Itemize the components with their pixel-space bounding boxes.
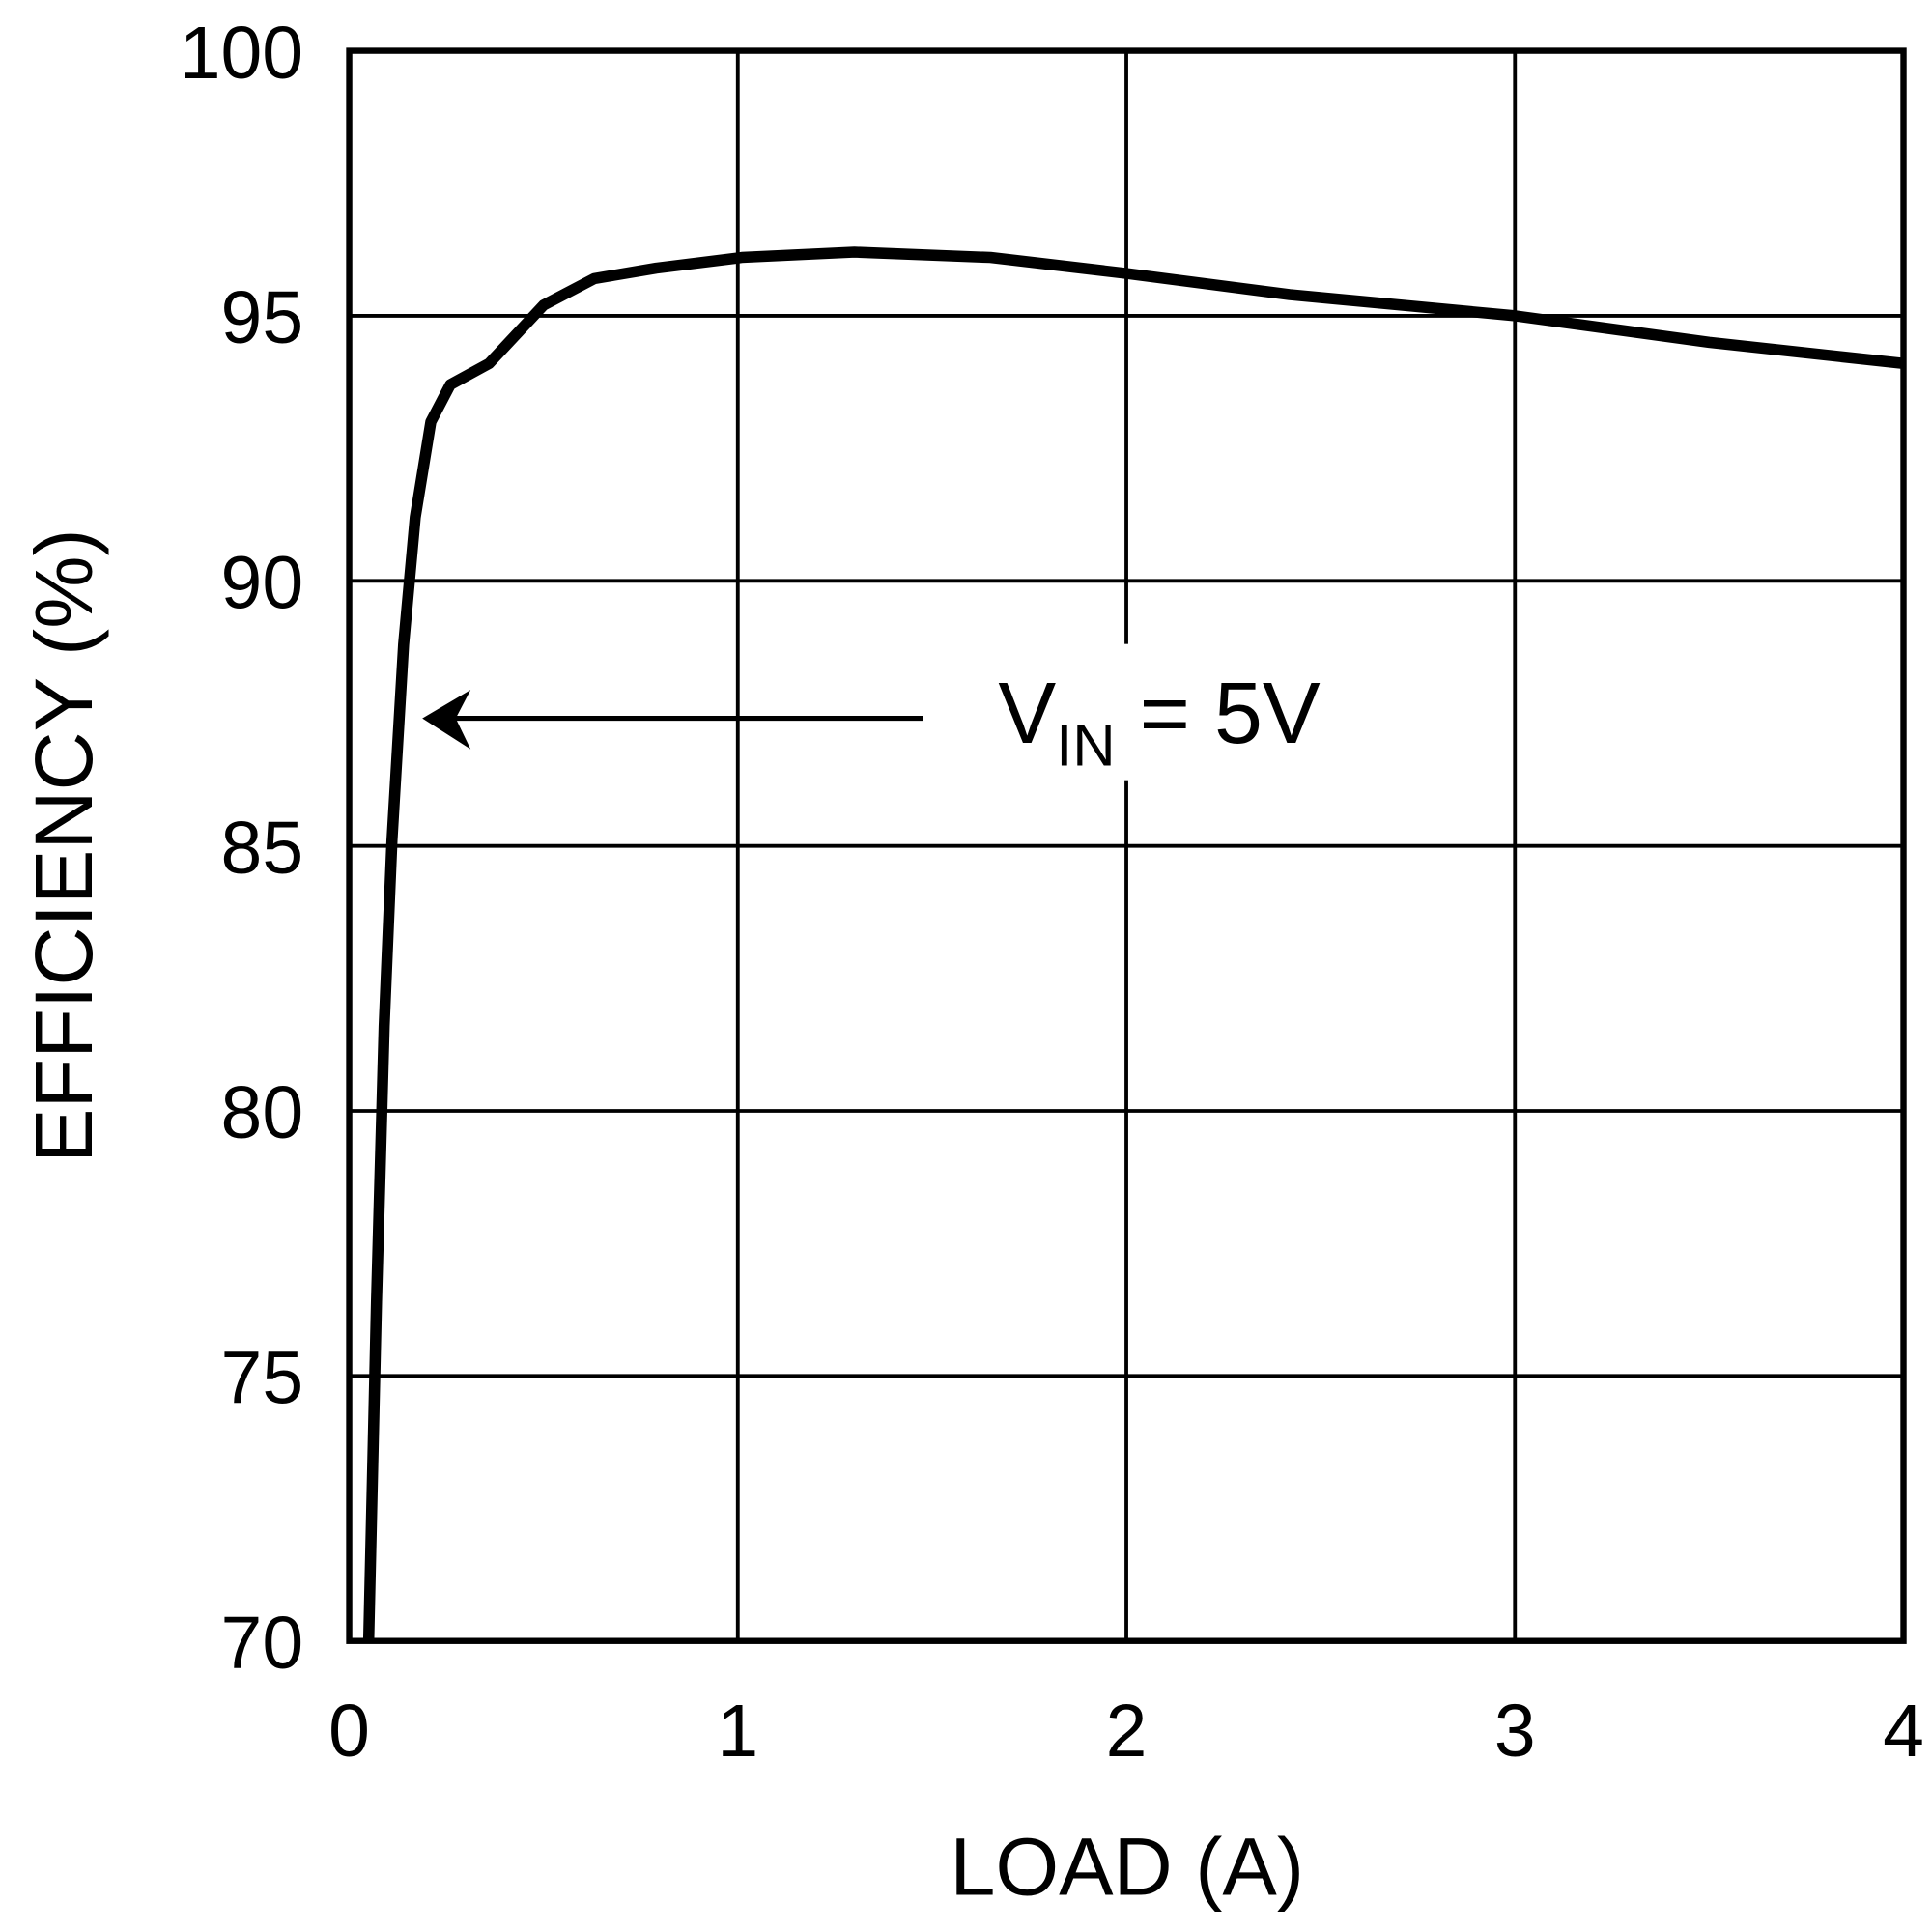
y-tick-labels: 70 75 80 85 90 95 100 [180,12,303,1685]
y-tick-label: 85 [221,807,304,890]
plot-frame [346,47,1907,1644]
y-axis-label: EFFICIENCY (%) [17,528,109,1163]
x-axis-label: LOAD (A) [950,1821,1304,1913]
x-tick-label: 0 [328,1690,370,1773]
y-tick-label: 95 [221,276,304,359]
annotation-bg [953,643,1350,781]
annotation: VIN = 5V [422,643,1350,781]
x-tick-labels: 0 1 2 3 4 [328,1690,1924,1773]
y-tick-label: 80 [221,1071,304,1154]
x-tick-label: 4 [1883,1690,1924,1773]
y-tick-label: 90 [221,541,304,624]
y-tick-label: 100 [180,12,303,95]
annotation-label: VIN = 5V [998,666,1321,779]
efficiency-curve [362,246,1905,1641]
x-tick-label: 1 [717,1690,758,1773]
y-tick-label: 75 [221,1337,304,1420]
y-tick-label: 70 [221,1602,304,1685]
arrow-head-icon [422,690,471,750]
x-tick-label: 2 [1106,1690,1148,1773]
x-tick-label: 3 [1494,1690,1536,1773]
